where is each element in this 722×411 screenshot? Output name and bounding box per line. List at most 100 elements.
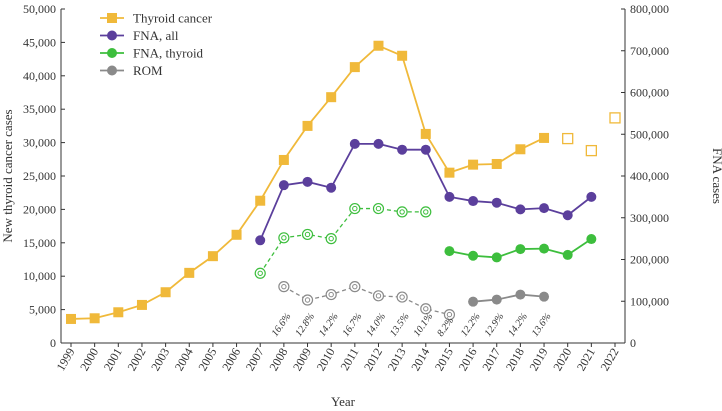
rom-percent-label: 14.0% [364, 311, 388, 338]
thyroid-cancer-point [420, 128, 431, 139]
thyroid-cancer-point [113, 307, 124, 318]
right-tick-label: 0 [630, 336, 636, 350]
right-axis-title: FNA cases [710, 148, 722, 204]
thyroid-cancer-projected-point [609, 112, 621, 124]
x-tick-label: 2008 [266, 346, 290, 374]
rom-percent-label: 14.2% [506, 311, 530, 338]
fna-all-line [259, 142, 592, 241]
x-tick-label: 1999 [53, 346, 77, 374]
fna-all-point [278, 180, 289, 191]
x-tick-label: 2007 [243, 346, 267, 374]
x-tick-label: 2003 [148, 346, 172, 374]
rom-labels: 16.6% 12.8% 14.2% 16.7% 14.0% 13.5% 10.1% 8.2% 1… [270, 311, 554, 338]
rom-percent-label: 13.5% [388, 311, 412, 338]
right-tick-label: 700,000 [630, 44, 669, 58]
fna-all-point [397, 144, 408, 155]
rom-point [515, 289, 526, 300]
fna-thyroid-open-point-inner [375, 205, 382, 212]
x-tick-label: 2005 [195, 346, 219, 374]
x-tick-label: 2010 [314, 346, 338, 374]
thyroid-cancer-point [136, 299, 147, 310]
thyroid-cancer-point [160, 287, 171, 298]
left-tick-label: 10,000 [23, 269, 56, 283]
thyroid-cancer-projected-point [585, 144, 597, 157]
rom-open-point [349, 281, 361, 293]
legend-marker [107, 48, 117, 58]
rom-open-point [301, 294, 314, 306]
rom-percent-label: 12.8% [293, 311, 317, 338]
fna-all-point [302, 176, 313, 187]
x-tick-label: 2002 [124, 346, 148, 374]
fna-thyroid-open-point-inner [328, 235, 334, 242]
x-tick-label: 2012 [361, 346, 385, 374]
fna-thyroid-open-point [325, 233, 337, 245]
rom-open-point [372, 290, 385, 302]
x-tick-label: 2009 [290, 346, 314, 374]
left-tick-label: 25,000 [23, 169, 56, 183]
fna-thyroid-open-point [301, 228, 314, 241]
thyroid-cancer-point [373, 40, 384, 51]
rom-point [539, 291, 550, 302]
fna-thyroid-open-point [372, 202, 385, 215]
rom-open-point [396, 291, 408, 303]
fna-all-point [539, 203, 550, 214]
right-tick-label: 100,000 [630, 294, 669, 308]
thyroid-cancer-point [184, 267, 195, 278]
thyroid-cancer-point [89, 313, 100, 324]
thyroid-cancer-point [302, 120, 313, 131]
left-tick-label: 40,000 [23, 69, 56, 83]
rom-point [468, 296, 479, 307]
fna-all-point [373, 138, 384, 149]
fna-thyroid-open-point-inner [281, 235, 287, 241]
fna-thyroid-point [491, 252, 502, 263]
fna-thyroid-open-point-inner [399, 209, 405, 215]
left-tick-label: 15,000 [23, 236, 56, 250]
x-tick-label: 2004 [172, 346, 196, 374]
thyroid-cancer-point [66, 313, 76, 324]
thyroid-cancer-point [326, 92, 337, 103]
left-tick-label: 30,000 [23, 136, 56, 150]
fna-all-point [255, 235, 266, 246]
thyroid-cancer-point [515, 144, 526, 155]
fna-thyroid-open-point [254, 267, 266, 279]
fna-all-point [444, 191, 455, 202]
x-tick-label: 2019 [527, 346, 551, 374]
fna-all-point [468, 196, 479, 207]
legend-label: FNA, thyroid [133, 46, 204, 61]
x-tick-label: 2000 [77, 346, 101, 374]
rom-percent-label: 16.7% [341, 311, 365, 338]
right-tick-label: 200,000 [630, 253, 669, 267]
fna-thyroid-point [468, 250, 479, 261]
legend-label: ROM [133, 63, 163, 78]
rom-open-point [325, 288, 337, 301]
rom-open-point-inner [304, 297, 311, 303]
rom-percent-label: 12.9% [483, 311, 507, 338]
fna-all-point [326, 182, 337, 193]
thyroid-cancer-point [468, 159, 479, 170]
thyroid-cancer-projected-point [562, 132, 574, 145]
fna-all-point [515, 204, 526, 215]
x-tick-label: 2014 [408, 346, 432, 374]
rom-open-point-inner [375, 293, 382, 299]
x-tick-label: 2015 [432, 346, 456, 374]
rom-open-point-inner [281, 283, 287, 290]
left-axis-title: New thyroid cancer cases [0, 109, 15, 242]
x-tick-label: 2021 [574, 346, 598, 374]
x-tick-label: 2006 [219, 346, 243, 374]
thyroid-cancer-point [397, 50, 408, 61]
legend-label: Thyroid cancer [133, 11, 213, 26]
thyroid-cancer-point [207, 251, 218, 262]
thyroid-cancer-point [349, 62, 360, 73]
right-tick-label: 600,000 [630, 86, 669, 100]
thyroid-cancer-point [491, 158, 502, 169]
rom-open-point-inner [446, 311, 453, 318]
right-tick-label: 800,000 [630, 2, 669, 16]
fna-thyroid-point [539, 243, 550, 254]
rom-open-point [278, 281, 290, 293]
legend-marker [107, 13, 117, 23]
fna-thyroid-open-point [278, 232, 290, 244]
right-tick-label: 500,000 [630, 127, 669, 141]
fna-all-point [586, 191, 597, 202]
fna-thyroid-open-point-inner [423, 209, 429, 215]
